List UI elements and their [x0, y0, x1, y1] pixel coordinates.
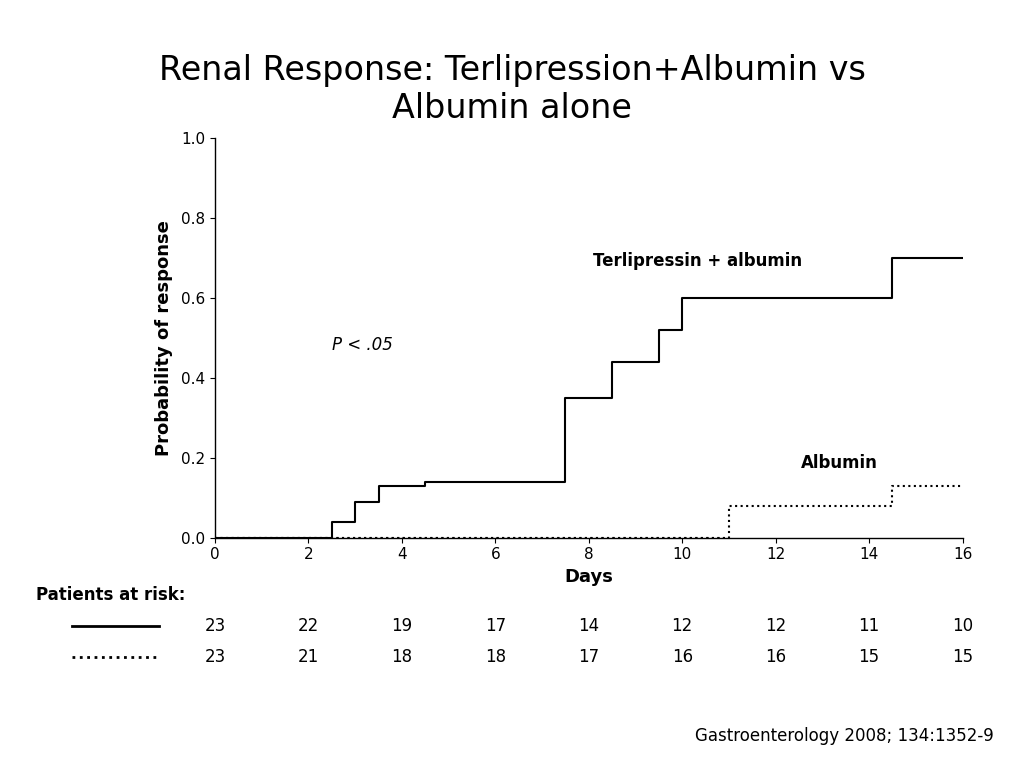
- Text: Gastroenterology 2008; 134:1352-9: Gastroenterology 2008; 134:1352-9: [694, 727, 993, 745]
- Text: 18: 18: [391, 647, 413, 666]
- Text: 15: 15: [858, 647, 880, 666]
- Text: Albumin: Albumin: [802, 454, 879, 472]
- Text: Renal Response: Terlipression+Albumin vs
Albumin alone: Renal Response: Terlipression+Albumin vs…: [159, 54, 865, 125]
- Text: 23: 23: [205, 647, 225, 666]
- Text: 16: 16: [765, 647, 786, 666]
- Text: 11: 11: [858, 617, 880, 635]
- Text: 15: 15: [952, 647, 973, 666]
- Text: P < .05: P < .05: [332, 336, 393, 354]
- Text: 10: 10: [952, 617, 973, 635]
- X-axis label: Days: Days: [564, 568, 613, 586]
- Text: 21: 21: [298, 647, 319, 666]
- Text: Patients at risk:: Patients at risk:: [36, 586, 185, 604]
- Text: 23: 23: [205, 617, 225, 635]
- Text: 12: 12: [672, 617, 693, 635]
- Y-axis label: Probability of response: Probability of response: [155, 220, 173, 456]
- Text: 16: 16: [672, 647, 693, 666]
- Text: 17: 17: [484, 617, 506, 635]
- Text: 18: 18: [484, 647, 506, 666]
- Text: Terlipressin + albumin: Terlipressin + albumin: [594, 252, 803, 270]
- Text: 12: 12: [765, 617, 786, 635]
- Text: 22: 22: [298, 617, 319, 635]
- Text: 19: 19: [391, 617, 413, 635]
- Text: 17: 17: [579, 647, 599, 666]
- Text: 14: 14: [579, 617, 599, 635]
